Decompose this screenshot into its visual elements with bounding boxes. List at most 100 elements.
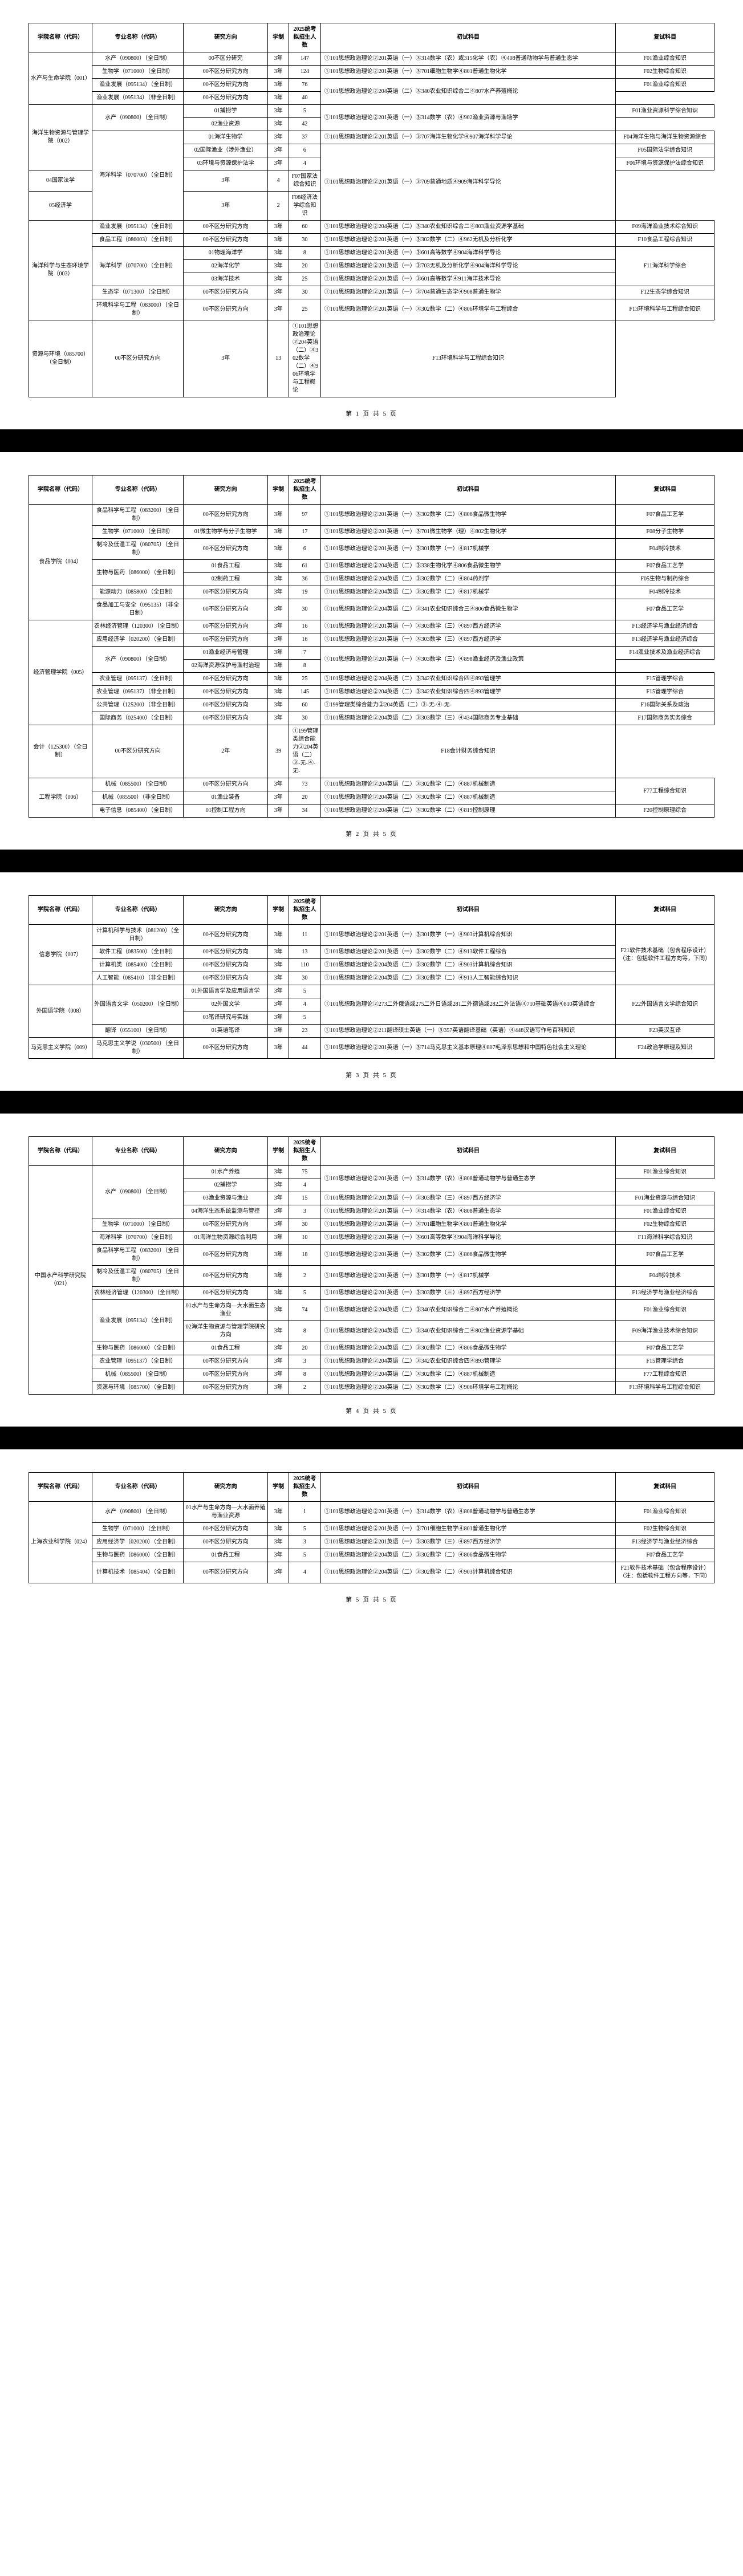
header-school: 学院名称（代码） <box>29 476 92 505</box>
table-row: 上海农业科学院（024）水产（090800）（全日制）01水产与生命方向—大水面… <box>29 1502 714 1523</box>
cell-reexam: F13环境科学与工程综合知识 <box>616 299 714 320</box>
page-footer: 第 4 页 共 5 页 <box>29 1406 714 1415</box>
cell-exam: ①101思想政治理论②201英语（一）③701细胞生物学④801普通生物化学 <box>320 1523 616 1536</box>
table-row: 海洋科学（070700）（全日制）01海洋生物学3年37①101思想政治理论②2… <box>29 131 714 144</box>
header-major: 专业名称（代码） <box>92 896 183 925</box>
cell-exam: ①101思想政治理论②201英语（一）③301数学（一）④903计算机综合知识 <box>320 925 616 946</box>
table-row: 渔业发展（095134）（全日制）00不区分研究方向3年76①101思想政治理论… <box>29 79 714 92</box>
cell-reexam: F01渔业资源科学综合知识 <box>616 105 714 118</box>
table-row: 人工智能（085410）（非全日制）00不区分研究方向3年30①101思想政治理… <box>29 972 714 985</box>
cell-major: 人工智能（085410）（非全日制） <box>92 972 183 985</box>
cell-exam: ①101思想政治理论②204英语（二）③302数学（二）④887机械制造 <box>320 1368 616 1382</box>
cell-quota: 97 <box>289 505 320 526</box>
cell-reexam: F01海业资源与综合知识 <box>616 1192 714 1205</box>
cell-sys: 3年 <box>268 1321 289 1342</box>
cell-sys: 3年 <box>268 1245 289 1266</box>
cell-quota: 10 <box>289 1232 320 1245</box>
cell-dir: 00不区分研究方向 <box>184 539 268 560</box>
cell-exam: ①101思想政治理论②204英语（二）③302数学（二）④819控制原理 <box>320 805 616 818</box>
cell-reexam: F15管理学综合 <box>616 1355 714 1368</box>
cell-dir: 01食品工程 <box>184 560 268 573</box>
header-school: 学院名称（代码） <box>29 896 92 925</box>
cell-sys: 3年 <box>268 998 289 1011</box>
cell-quota: 20 <box>289 1342 320 1355</box>
cell-major: 马克思主义学说（030500）（全日制） <box>92 1038 183 1059</box>
cell-dir: 00不区分研究方向 <box>184 286 268 299</box>
cell-reexam: F01渔业综合知识 <box>616 79 714 92</box>
cell-quota: 5 <box>289 1549 320 1562</box>
cell-quota: 147 <box>289 52 320 66</box>
table-row: 机械（085500）（非全日制）01渔业装备3年20①101思想政治理论②204… <box>29 791 714 805</box>
cell-dir: 00不区分研究方向 <box>184 79 268 92</box>
cell-sys: 3年 <box>268 1218 289 1232</box>
cell-sys: 3年 <box>268 105 289 118</box>
cell-major: 生物学（071000）（全日制） <box>92 526 183 539</box>
cell-sys: 3年 <box>184 192 268 221</box>
header-quota: 2025统考拟招生人数 <box>289 1473 320 1502</box>
cell-quota: 8 <box>289 660 320 673</box>
cell-exam: ①101思想政治理论②204英语（二）③302数学（二）④913人工智能综合知识 <box>320 972 616 985</box>
cell-dir: 00不区分研究方向 <box>184 925 268 946</box>
cell-school: 海洋科学与生态环境学院（003） <box>29 221 92 320</box>
cell-exam: ①101思想政治理论②201英语（一）③302数学（二）④962无机及分析化学 <box>320 234 616 247</box>
cell-major: 食品科学与工程（083200）（全日制） <box>92 505 183 526</box>
cell-dir: 03海洋技术 <box>184 273 268 286</box>
cell-exam: ①101思想政治理论②201英语（一）③303数学（三）④897西方经济学 <box>320 620 616 633</box>
cell-major: 资源与环境（085700）（全日制） <box>29 320 92 397</box>
cell-quota: 4 <box>289 998 320 1011</box>
cell-school: 上海农业科学院（024） <box>29 1502 92 1583</box>
cell-quota: 5 <box>289 1011 320 1025</box>
cell-dir: 00不区分研究方向 <box>184 778 268 791</box>
page-footer: 第 5 页 共 5 页 <box>29 1595 714 1604</box>
header-exam: 初试科目 <box>320 23 616 52</box>
cell-quota: 3 <box>289 1205 320 1218</box>
cell-quota: 30 <box>289 712 320 725</box>
table-row: 生物与医药（086000）（全日制）01食品工程3年20①101思想政治理论②2… <box>29 1342 714 1355</box>
cell-sys: 3年 <box>268 1011 289 1025</box>
cell-quota: 23 <box>289 1025 320 1038</box>
table-row: 机械（085500）（全日制）00不区分研究方向3年8①101思想政治理论②20… <box>29 1368 714 1382</box>
table-row: 食品加工与安全（095135）（非全日制）00不区分研究方向3年30①101思想… <box>29 599 714 620</box>
cell-sys: 3年 <box>268 985 289 998</box>
cell-reexam: F06环境与资源保护法综合知识 <box>616 157 714 170</box>
cell-dir: 03渔业资源与渔业 <box>184 1192 268 1205</box>
header-direction: 研究方向 <box>184 23 268 52</box>
table-row: 生物学（071000）（全日制）01微生物学与分子生物学3年17①101思想政治… <box>29 526 714 539</box>
cell-exam: ①101思想政治理论②204英语（二）③338生物化学④806食品微生物学 <box>320 560 616 573</box>
cell-exam: ①101思想政治理论②204英语（二）③342农业知识综合四④893管理学 <box>320 686 616 699</box>
cell-dir: 01渔业经济与管理 <box>184 647 268 660</box>
cell-quota: 6 <box>289 144 320 157</box>
cell-reexam: F05国际法学综合知识 <box>616 144 714 157</box>
cell-dir: 00不区分研究方向 <box>184 1245 268 1266</box>
cell-reexam: F05生物与制药综合 <box>616 573 714 586</box>
table-row: 环境科学与工程（083000）（全日制）00不区分研究方向3年25①101思想政… <box>29 299 714 320</box>
cell-school: 水产与生命学院（001） <box>29 52 92 105</box>
cell-exam: ①101思想政治理论②204英语（二）③340农业知识综合二④807水产养殖概论 <box>320 79 616 105</box>
cell-dir: 04海洋生态系统监测与管控 <box>184 1205 268 1218</box>
cell-quota: 4 <box>289 157 320 170</box>
cell-major: 制冷及低温工程（080705）（全日制） <box>92 539 183 560</box>
cell-sys: 3年 <box>268 1166 289 1179</box>
cell-major: 应用经济学（020200）（全日制） <box>92 1536 183 1549</box>
cell-exam: ①101思想政治理论②201英语（一）③314数学（农）④902渔业资源与渔场学 <box>320 105 616 131</box>
cell-major: 渔业发展（095134）（全日制） <box>92 221 183 234</box>
cell-quota: 5 <box>289 1287 320 1300</box>
cell-reexam: F13经济学与渔业经济综合 <box>616 620 714 633</box>
cell-exam: ①101思想政治理论②211翻译硕士英语（一）③357英语翻译基础（英语）④44… <box>320 1025 616 1038</box>
cell-reexam: F01渔业综合知识 <box>616 1205 714 1218</box>
cell-quota: 20 <box>289 791 320 805</box>
cell-quota: 8 <box>289 1368 320 1382</box>
cell-exam: ①101思想政治理论②204英语（二）③302数学（二）④806食品微生物学 <box>320 1549 616 1562</box>
cell-dir: 01捕捞学 <box>184 105 268 118</box>
cell-dir: 00不区分研究方向 <box>184 1536 268 1549</box>
cell-major: 计算机技术（085404）（全日制） <box>92 1562 183 1583</box>
header-direction: 研究方向 <box>184 476 268 505</box>
cell-quota: 7 <box>289 647 320 660</box>
cell-quota: 30 <box>289 286 320 299</box>
cell-dir: 05经济学 <box>29 192 92 221</box>
cell-dir: 00不区分研究方向 <box>184 712 268 725</box>
cell-school: 中国水产科学研究院（021） <box>29 1166 92 1395</box>
cell-exam: ①101思想政治理论②201英语（一）③302数学（二）④806环境学与工程综合 <box>320 299 616 320</box>
table-row: 农林经济管理（120300）（全日制）00不区分研究方向3年5①101思想政治理… <box>29 1287 714 1300</box>
cell-reexam: F14渔业技术及渔业经济综合 <box>616 647 714 660</box>
